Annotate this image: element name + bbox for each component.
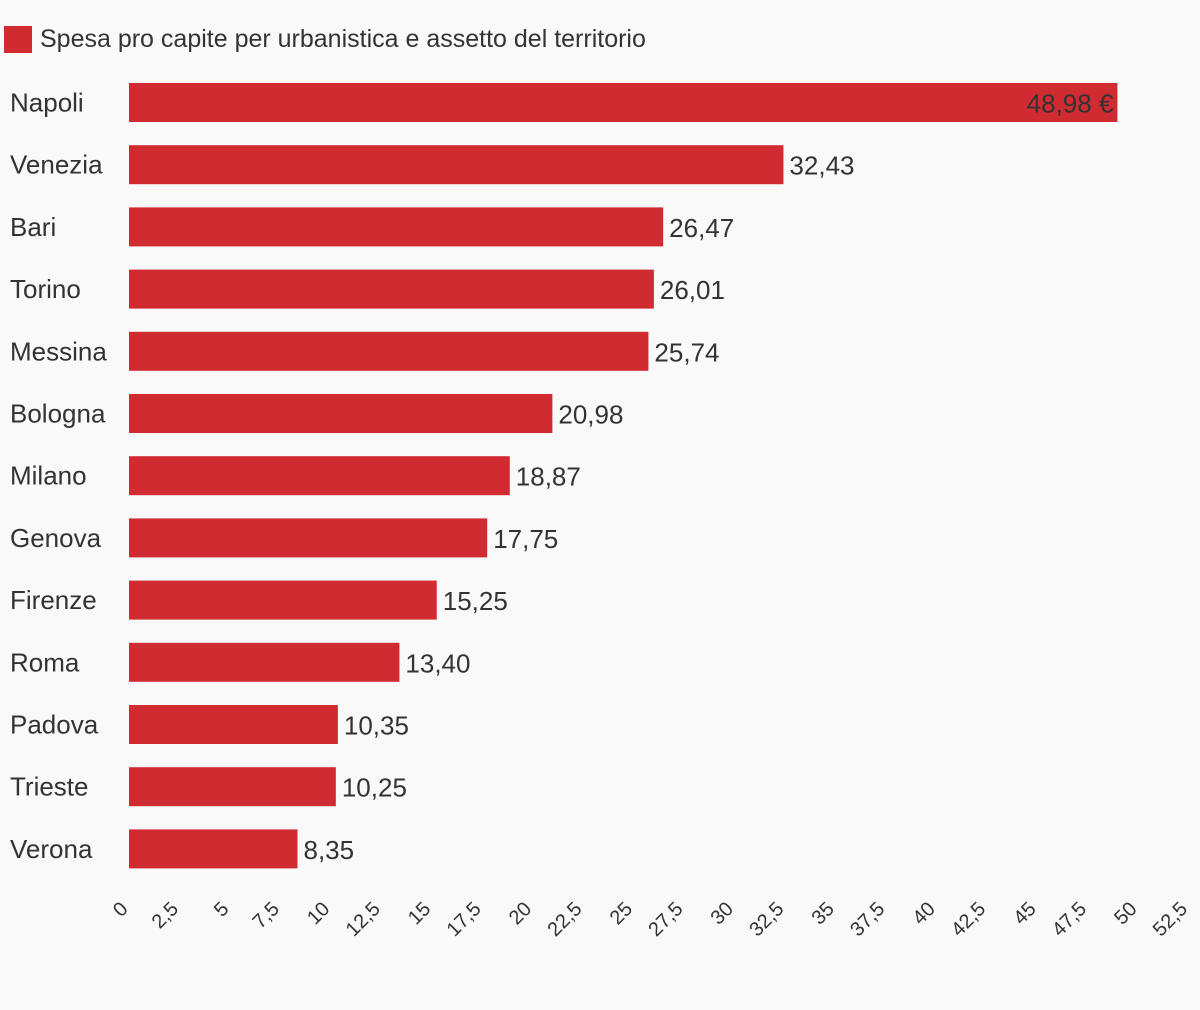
x-tick-label: 0 [109,898,132,921]
category-label-napoli: Napoli [10,88,84,118]
category-label-messina: Messina [10,336,107,366]
value-label-venezia: 32,43 [789,151,854,181]
category-label-bari: Bari [10,212,56,242]
x-axis: 0 2,5 5 7,5 10 12,5 15 17,5 20 22,5 25 27,5 30 32,5 35… [109,898,1192,941]
x-tick-label: 50 [1110,898,1141,929]
x-tick-label: 22,5 [543,898,586,941]
category-label-milano: Milano [10,461,87,491]
x-tick-label: 27,5 [644,898,687,941]
value-label-genova: 17,75 [493,524,558,554]
value-label-bologna: 20,98 [558,400,623,430]
x-tick-label: 2,5 [148,898,183,933]
value-label-messina: 25,74 [654,337,719,367]
category-label-padova: Padova [10,710,99,740]
x-tick-label: 35 [808,898,839,929]
category-label-roma: Roma [10,647,80,677]
x-tick-label: 40 [908,898,939,929]
value-label-verona: 8,35 [304,835,355,865]
bar-padova [129,705,338,744]
value-label-torino: 26,01 [660,275,725,305]
x-tick-label: 37,5 [846,898,889,941]
category-label-firenze: Firenze [10,585,97,615]
x-tick-label: 42,5 [947,898,990,941]
bars [129,83,1118,869]
bar-napoli [129,83,1118,122]
value-labels: 48,98 € 32,43 26,47 26,01 25,74 20,98 18,87 17,… [304,89,1114,865]
legend-swatch [4,25,32,53]
x-tick-label: 17,5 [443,898,486,941]
bar-trieste [129,767,336,807]
category-label-trieste: Trieste [10,772,89,802]
bar-roma [129,642,400,682]
value-label-roma: 13,40 [405,648,470,678]
value-label-napoli: 48,98 € [1027,89,1114,119]
x-tick-label: 5 [210,898,233,921]
x-tick-label: 12,5 [342,898,385,941]
bar-verona [129,829,298,869]
bar-torino [129,269,654,309]
legend-label: Spesa pro capite per urbanistica e asset… [40,24,646,53]
x-tick-label: 32,5 [745,898,788,941]
x-tick-label: 47,5 [1048,898,1091,941]
x-tick-label: 25 [606,898,637,929]
x-tick-label: 7,5 [249,898,284,933]
category-label-genova: Genova [10,523,102,553]
x-tick-label: 45 [1009,898,1040,929]
x-tick-label: 30 [707,898,738,929]
category-label-verona: Verona [10,834,93,864]
x-tick-label: 20 [505,898,536,929]
category-label-bologna: Bologna [10,399,106,429]
bar-firenze [129,580,437,620]
value-label-trieste: 10,25 [342,773,407,803]
category-label-torino: Torino [10,274,81,304]
x-tick-label: 10 [303,898,334,929]
x-tick-label: 15 [404,898,435,929]
value-label-padova: 10,35 [344,711,409,741]
value-label-milano: 18,87 [516,462,581,492]
bar-genova [129,518,488,558]
bar-venezia [129,145,784,185]
category-labels: Napoli Venezia Bari Torino Messina Bologna Mil… [10,88,107,864]
x-tick-label: 52,5 [1149,898,1192,941]
bar-bologna [129,394,553,433]
legend: Spesa pro capite per urbanistica e asset… [4,24,646,54]
bar-messina [129,331,649,371]
bar-milano [129,456,510,496]
bar-bari [129,207,664,247]
value-label-bari: 26,47 [669,213,734,243]
value-label-firenze: 15,25 [443,586,508,616]
category-label-venezia: Venezia [10,150,103,180]
